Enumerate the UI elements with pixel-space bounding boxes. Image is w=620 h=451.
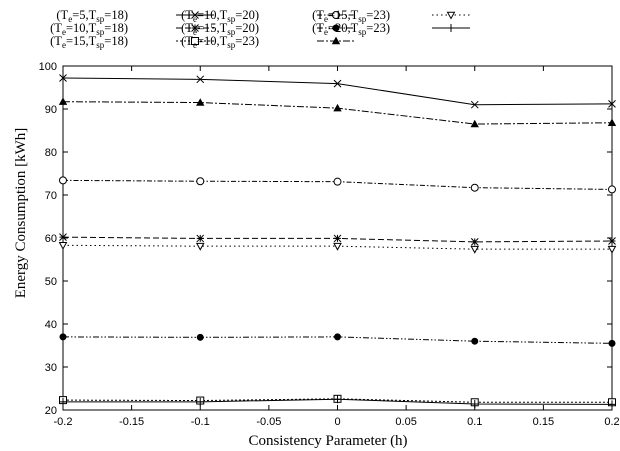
data-point xyxy=(59,176,67,185)
data-point xyxy=(470,183,479,192)
data-point xyxy=(59,397,67,406)
legend-marker xyxy=(332,11,340,19)
data-point xyxy=(470,245,480,254)
y-tick-label: 70 xyxy=(45,190,57,202)
data-point xyxy=(196,98,205,106)
legend-label: (Te=5,Tsp=18) xyxy=(56,8,128,24)
data-point xyxy=(195,242,205,251)
legend-label: (Te=15,Tsp=18) xyxy=(50,34,128,50)
data-point xyxy=(608,185,616,194)
y-tick-label: 60 xyxy=(45,233,57,245)
legend-marker xyxy=(447,24,455,32)
legend-entry: (Te=10,Tsp=23) xyxy=(181,34,355,50)
series-5 xyxy=(58,97,617,128)
legend-entry: (Te=15,Tsp=23) xyxy=(312,8,470,24)
x-axis-label: Consistency Parameter (h) xyxy=(248,433,407,449)
series-line xyxy=(62,398,612,403)
y-tick-label: 50 xyxy=(45,276,57,288)
data-point xyxy=(59,74,67,82)
x-tick-label: -0.05 xyxy=(256,416,281,428)
data-point xyxy=(608,237,616,245)
x-axis-ticks: -0.2 -0.15 -0.1 -0.05 0 0.05 0.1 0.15 0.2 xyxy=(54,66,620,428)
y-tick-label: 20 xyxy=(45,405,57,417)
data-point xyxy=(59,333,67,341)
legend-marker xyxy=(332,24,340,32)
y-tick-label: 100 xyxy=(39,61,57,73)
data-point xyxy=(333,242,342,251)
data-point xyxy=(471,337,479,345)
x-tick-label: -0.2 xyxy=(54,416,73,428)
plot-area xyxy=(58,65,617,411)
legend-label: (Te=15,Tsp=20) xyxy=(181,21,259,37)
legend-entry: (Te=5,Tsp=18) xyxy=(56,8,214,24)
data-point xyxy=(59,233,67,241)
x-tick-label: -0.1 xyxy=(191,416,210,428)
x-tick-label: -0.15 xyxy=(119,416,144,428)
data-point xyxy=(333,103,342,112)
legend-entry: (Te=10,Tsp=20) xyxy=(181,8,355,24)
data-point xyxy=(333,79,342,88)
data-point xyxy=(58,97,68,105)
series-0 xyxy=(59,74,616,109)
data-point xyxy=(196,234,205,243)
data-point xyxy=(470,100,479,109)
legend-entry: (Te=20,Tsp=23) xyxy=(312,21,470,37)
y-tick-label: 30 xyxy=(45,362,57,374)
legend-marker xyxy=(331,36,341,45)
legend-entry: (Te=15,Tsp=20) xyxy=(181,21,355,37)
series-3 xyxy=(59,176,616,194)
legend-marker xyxy=(191,11,199,19)
y-axis-ticks: 20 30 40 50 60 70 80 90 100 xyxy=(39,61,612,417)
x-tick-label: 0 xyxy=(334,416,340,428)
y-axis-label: Energy Consumption [kWh] xyxy=(13,128,29,299)
legend-entry: (Te=15,Tsp=18) xyxy=(50,34,214,50)
legend-label: (Te=10,Tsp=18) xyxy=(50,21,128,37)
data-point xyxy=(608,339,616,347)
legend-marker xyxy=(191,37,199,45)
x-tick-label: 0.1 xyxy=(467,416,482,428)
legend-entry: (Te=10,Tsp=18) xyxy=(50,21,214,37)
data-point xyxy=(607,118,617,126)
data-point xyxy=(333,395,342,404)
x-tick-label: 0.2 xyxy=(604,416,619,428)
data-point xyxy=(470,238,479,246)
data-point xyxy=(196,333,204,341)
data-point xyxy=(608,99,616,108)
legend-label: (Te=10,Tsp=20) xyxy=(181,8,259,24)
data-point xyxy=(196,397,205,406)
legend-marker xyxy=(446,11,456,20)
series-line xyxy=(62,77,613,106)
legend-marker xyxy=(191,24,199,32)
series-1 xyxy=(59,233,616,246)
legend-label: (Te=20,Tsp=23) xyxy=(312,21,390,37)
x-tick-label: 0.05 xyxy=(395,416,416,428)
data-point xyxy=(333,234,342,243)
data-point xyxy=(334,333,341,341)
data-point xyxy=(58,242,68,250)
y-tick-label: 80 xyxy=(45,147,57,159)
legend-label: (Te=15,Tsp=23) xyxy=(312,8,390,24)
series-6 xyxy=(58,242,617,254)
y-tick-label: 90 xyxy=(45,104,57,116)
data-point xyxy=(196,75,205,84)
x-tick-label: 0.15 xyxy=(533,416,554,428)
data-point xyxy=(470,119,479,128)
y-tick-label: 40 xyxy=(45,319,57,331)
legend: (Te=5,Tsp=18)(Te=10,Tsp=18)(Te=15,Tsp=18… xyxy=(50,8,470,50)
data-point xyxy=(607,245,617,254)
series-4 xyxy=(59,333,616,347)
data-point xyxy=(196,177,205,186)
legend-label: (Te=10,Tsp=23) xyxy=(181,34,259,50)
data-point xyxy=(333,177,342,186)
